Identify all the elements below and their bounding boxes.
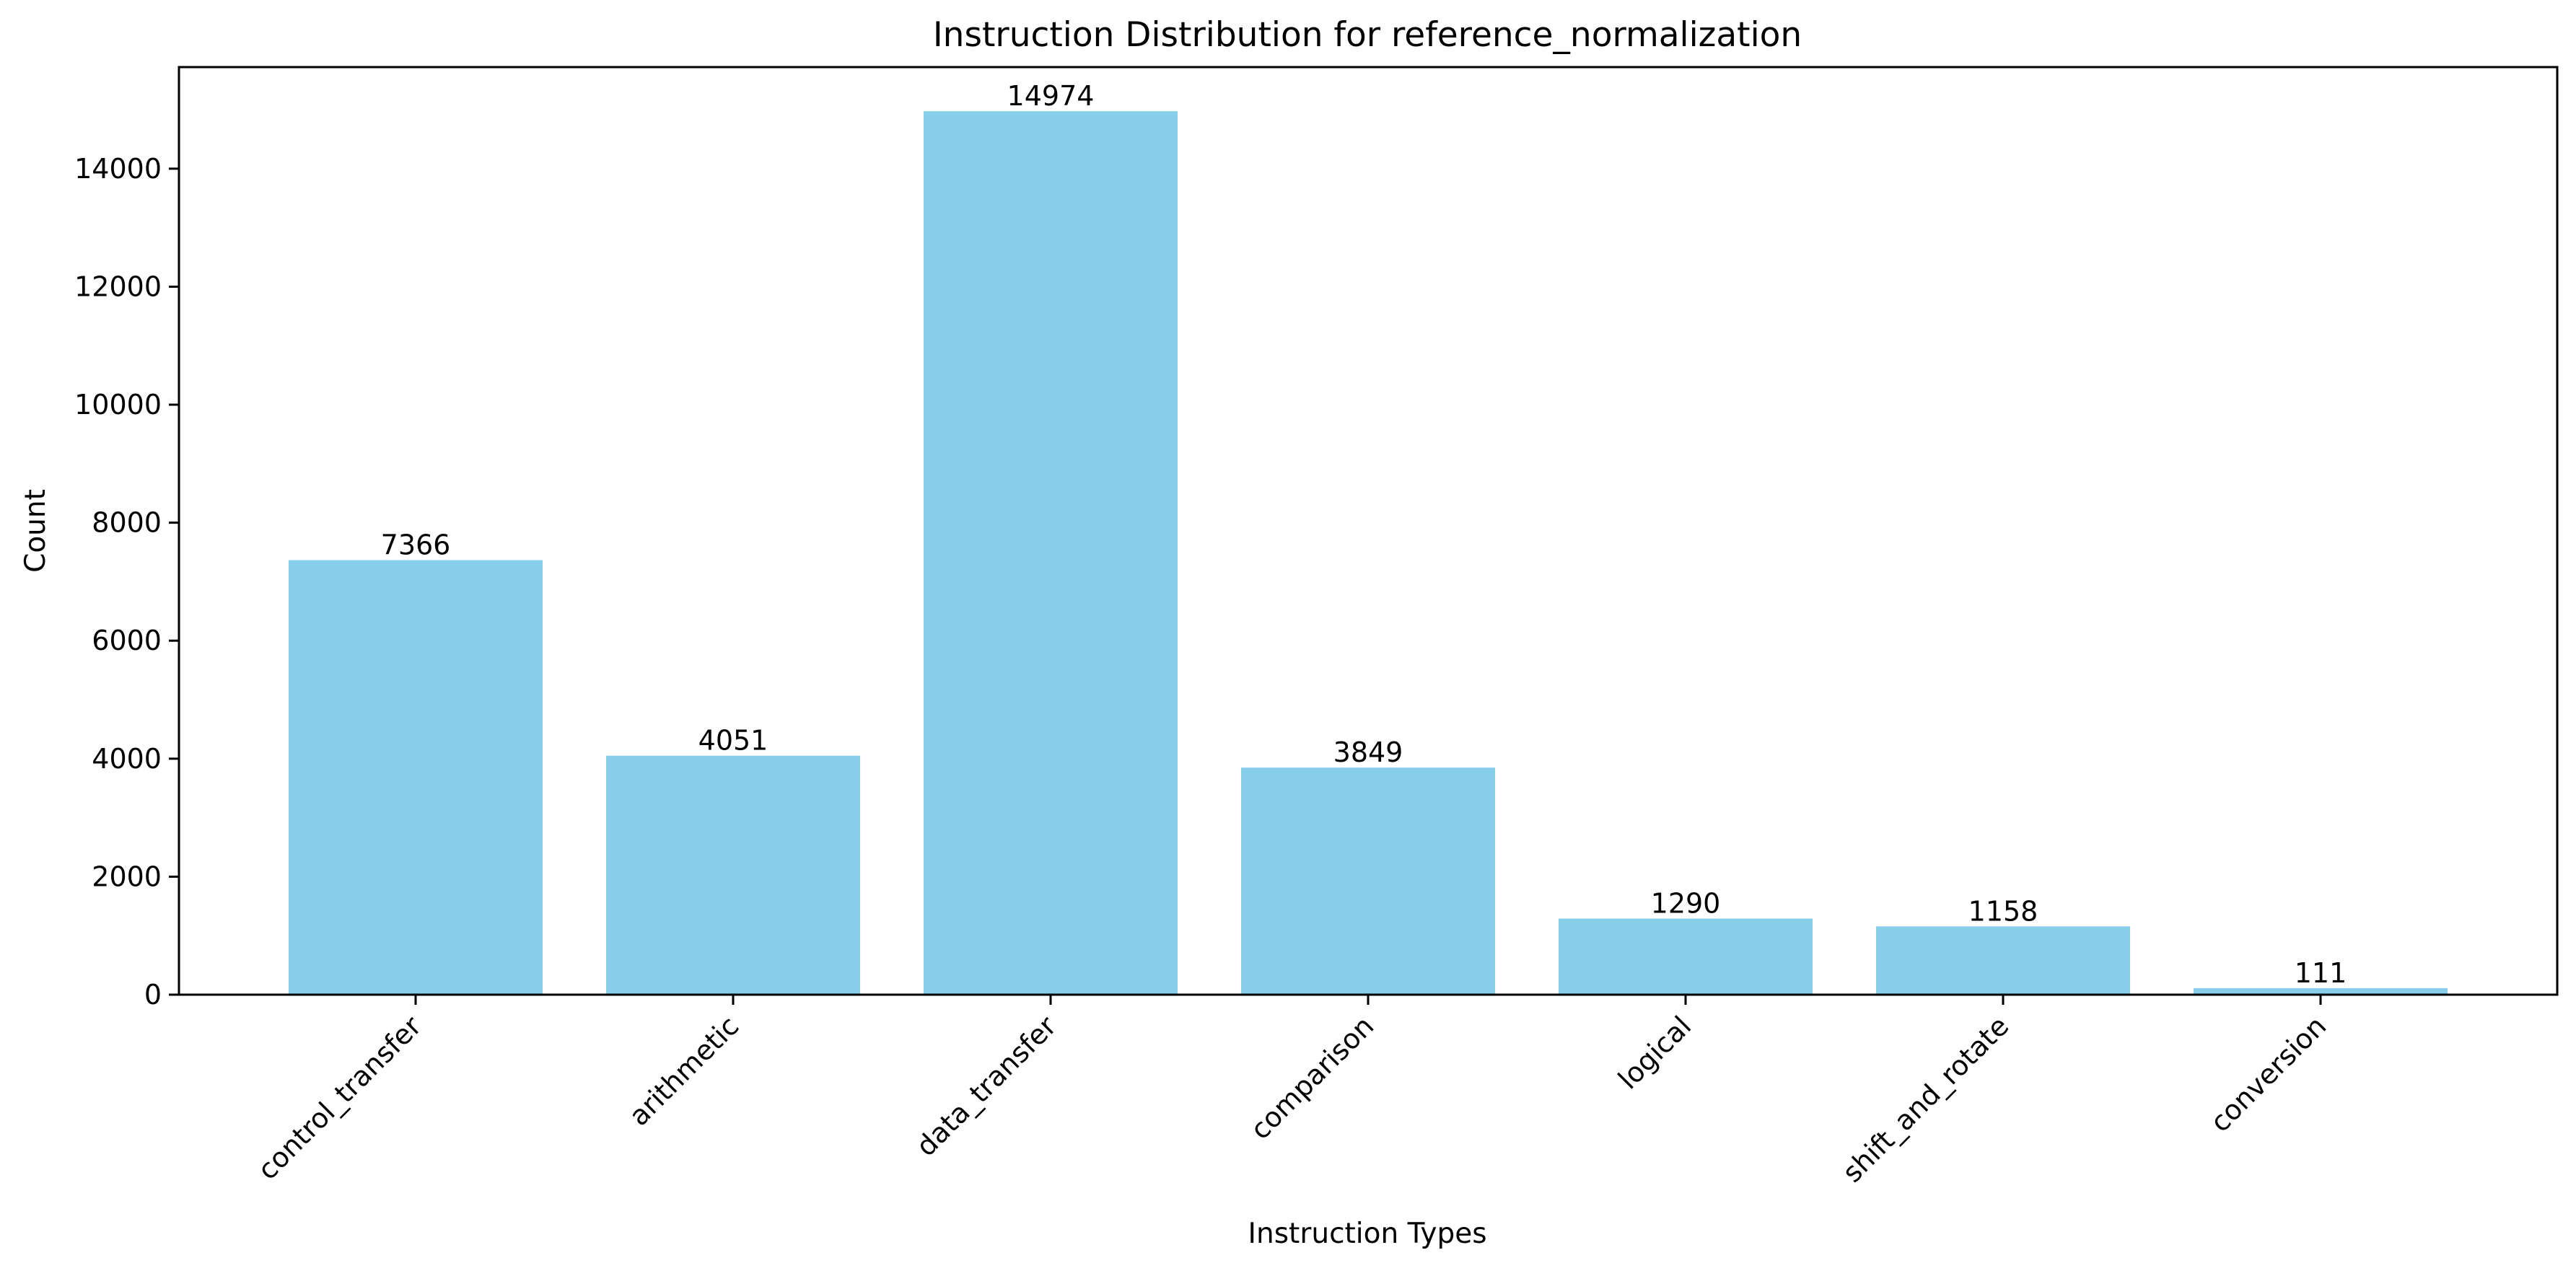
x-tick-label-data-transfer: data_transfer (910, 1010, 1062, 1162)
data-labels-group: 7366 4051 14974 3849 1290 1158 111 (381, 80, 2347, 989)
bar-arithmetic (606, 755, 860, 995)
data-label-data-transfer: 14974 (1007, 80, 1095, 112)
data-label-comparison: 3849 (1333, 736, 1403, 768)
data-label-arithmetic: 4051 (698, 725, 768, 757)
data-label-shift-and-rotate: 1158 (1968, 895, 2038, 927)
y-tick-label: 10000 (74, 389, 162, 421)
x-tick-label-arithmetic: arithmetic (623, 1010, 745, 1132)
bar-conversion (2194, 987, 2448, 995)
bar-comparison (1241, 767, 1495, 995)
data-label-control-transfer: 7366 (381, 529, 451, 560)
y-axis: 0 2000 4000 6000 8000 10000 12000 14000 (74, 153, 179, 1011)
x-tick-label-logical: logical (1612, 1010, 1697, 1095)
chart-title: Instruction Distribution for reference_n… (933, 15, 1802, 55)
bar-data-transfer (924, 111, 1178, 995)
x-tick-label-shift-and-rotate: shift_and_rotate (1836, 1010, 2015, 1189)
bars-group (289, 111, 2448, 995)
bar-control-transfer (289, 560, 543, 995)
y-tick-label: 6000 (92, 625, 162, 656)
x-tick-label-conversion: conversion (2204, 1010, 2333, 1138)
y-tick-label: 8000 (92, 507, 162, 539)
y-tick-label: 4000 (92, 743, 162, 775)
plot-frame (178, 66, 2559, 996)
y-axis-label: Count (19, 489, 52, 573)
y-tick-label: 0 (144, 979, 162, 1011)
y-tick-label: 14000 (74, 153, 162, 185)
bar-shift-and-rotate (1876, 926, 2130, 995)
data-label-conversion: 111 (2295, 957, 2347, 989)
y-tick-label: 12000 (74, 270, 162, 302)
x-axis: control_transfer arithmetic data_transfer c… (252, 995, 2333, 1189)
bar-logical (1559, 918, 1813, 995)
y-tick-label: 2000 (92, 861, 162, 892)
x-axis-label: Instruction Types (1248, 1218, 1486, 1250)
x-tick-label-control-transfer: control_transfer (252, 1010, 428, 1186)
data-label-logical: 1290 (1651, 887, 1721, 919)
x-tick-label-comparison: comparison (1244, 1010, 1380, 1145)
